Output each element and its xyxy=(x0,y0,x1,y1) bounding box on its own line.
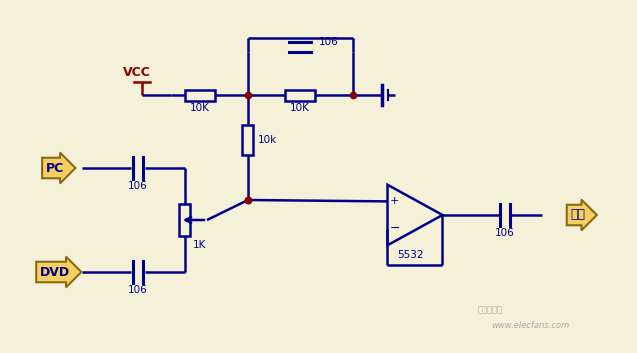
Text: 输出: 输出 xyxy=(571,209,585,221)
Text: DVD: DVD xyxy=(40,265,70,279)
Text: 5532: 5532 xyxy=(397,250,423,260)
Text: +: + xyxy=(390,196,399,207)
Bar xyxy=(185,90,215,101)
Text: 电子发烧友: 电子发烧友 xyxy=(478,305,503,315)
Bar xyxy=(243,125,254,155)
Bar xyxy=(285,90,315,101)
Text: www.elecfans.com: www.elecfans.com xyxy=(491,321,569,329)
Text: 106: 106 xyxy=(128,285,148,295)
Text: −: − xyxy=(389,222,400,235)
Text: 10k: 10k xyxy=(258,135,277,145)
Text: 1K: 1K xyxy=(193,240,206,250)
Text: 10K: 10K xyxy=(190,103,210,113)
Text: PC: PC xyxy=(46,162,64,174)
Bar xyxy=(180,204,190,236)
Text: 106: 106 xyxy=(128,181,148,191)
Text: 106: 106 xyxy=(495,228,515,238)
Text: 106: 106 xyxy=(318,37,338,47)
Text: VCC: VCC xyxy=(123,66,151,79)
Text: 10K: 10K xyxy=(290,103,310,113)
